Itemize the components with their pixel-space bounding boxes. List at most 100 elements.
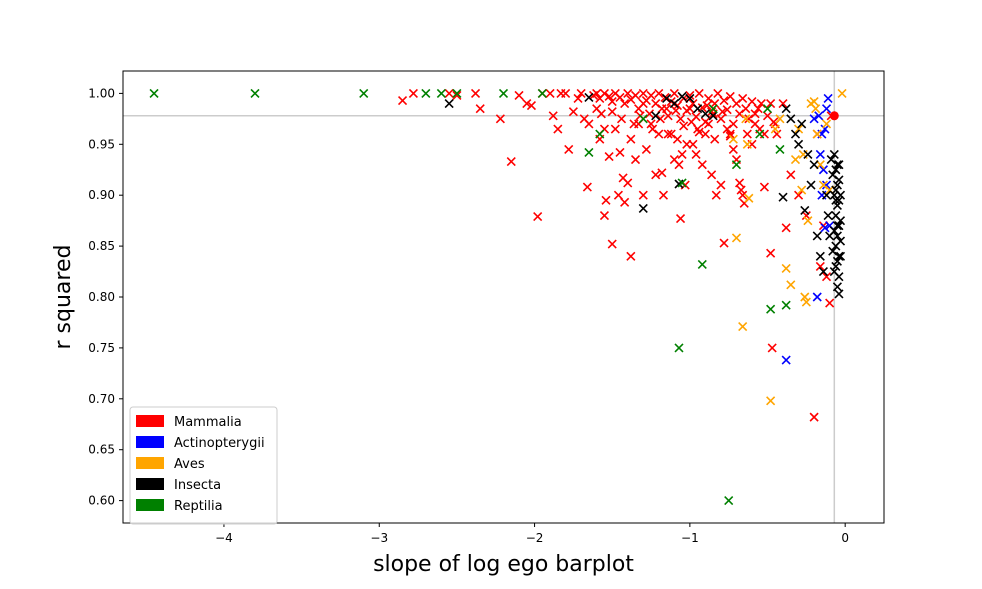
data-point [801, 297, 811, 307]
data-point [750, 119, 760, 129]
data-point [835, 216, 846, 226]
data-point [677, 91, 687, 102]
data-point [626, 134, 636, 144]
data-point [790, 129, 801, 139]
data-point [803, 216, 813, 226]
data-point [834, 175, 844, 185]
x-tick-label: −3 [370, 531, 388, 545]
data-point [800, 205, 810, 216]
data-point [832, 231, 842, 241]
data-point [694, 88, 704, 98]
legend-label: Actinopterygii [174, 436, 265, 451]
data-point [786, 170, 796, 180]
legend-label: Mammalia [174, 415, 242, 430]
data-point [576, 88, 586, 98]
data-point [800, 292, 810, 302]
data-point [815, 149, 825, 160]
y-axis-title: r squared [51, 245, 76, 350]
data-point [149, 88, 159, 98]
data-point [719, 238, 729, 248]
data-point [809, 160, 819, 170]
legend-swatch [136, 499, 164, 511]
data-point [495, 114, 505, 124]
data-point [648, 124, 658, 134]
data-point [812, 292, 822, 302]
data-point [724, 496, 734, 506]
data-point [832, 180, 842, 190]
data-point [475, 104, 485, 114]
data-point [452, 88, 462, 98]
data-point [548, 111, 558, 121]
data-point [775, 114, 785, 124]
highlight-point [829, 111, 839, 121]
data-point [677, 149, 687, 160]
data-point [832, 221, 842, 231]
data-point [452, 90, 462, 100]
data-point [674, 179, 684, 189]
data-point [686, 117, 696, 127]
data-point [818, 266, 828, 277]
data-point [809, 96, 819, 107]
data-point [623, 178, 633, 188]
y-axis-ticks: 0.60 0.65 0.70 0.75 0.80 0.85 0.90 0.95 1.00 [88, 86, 123, 508]
data-point [742, 139, 752, 149]
data-point [675, 114, 686, 124]
data-point [537, 88, 547, 98]
data-point [638, 203, 648, 213]
data-point [775, 144, 785, 154]
data-point [717, 107, 728, 117]
data-point [778, 192, 788, 202]
data-point [669, 99, 679, 109]
data-point [832, 200, 842, 210]
data-point [738, 93, 748, 104]
data-point [797, 119, 807, 129]
data-point [595, 129, 605, 139]
data-point [615, 147, 625, 158]
data-point [755, 129, 765, 139]
data-point [832, 160, 842, 170]
data-point [803, 149, 813, 160]
data-point [564, 144, 574, 154]
x-tick-label: −2 [526, 531, 544, 545]
data-point [832, 256, 842, 266]
data-point [747, 96, 757, 107]
data-point [781, 223, 791, 233]
data-point [812, 129, 822, 139]
y-tick-label: 0.75 [88, 341, 115, 355]
data-point [821, 104, 832, 114]
data-point [834, 160, 844, 170]
data-point [675, 214, 686, 224]
data-point [584, 119, 594, 129]
data-point [834, 195, 844, 205]
data-point [766, 248, 776, 258]
data-point [506, 157, 516, 167]
data-point [626, 251, 636, 261]
data-point [781, 263, 791, 274]
data-point [620, 197, 630, 207]
data-point [638, 190, 648, 200]
data-point [610, 124, 620, 134]
data-point [700, 117, 710, 127]
data-point [634, 104, 644, 114]
data-point [444, 88, 454, 98]
series-insecta [444, 91, 846, 299]
data-point [561, 88, 571, 98]
data-point [759, 182, 769, 192]
data-point [584, 147, 594, 158]
data-point [744, 193, 754, 203]
data-point [781, 355, 791, 365]
data-point [498, 88, 509, 98]
data-point [700, 129, 710, 139]
data-point [685, 93, 695, 104]
data-point [655, 114, 665, 124]
data-point [829, 149, 839, 160]
data-point [674, 343, 684, 353]
data-point [809, 114, 819, 124]
data-point [663, 111, 673, 121]
data-point [825, 298, 835, 308]
data-point [832, 282, 842, 292]
data-point [814, 111, 824, 121]
data-point [725, 91, 735, 102]
data-point [725, 129, 735, 139]
data-point [794, 139, 804, 149]
